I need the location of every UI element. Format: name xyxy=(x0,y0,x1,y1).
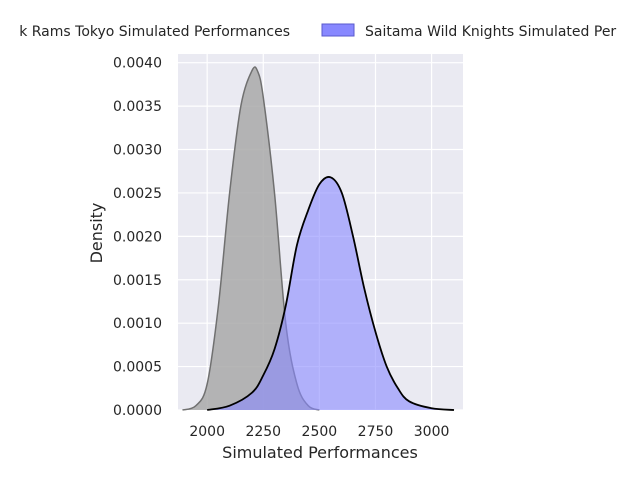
x-axis-label: Simulated Performances xyxy=(222,443,418,462)
x-axis-ticks: 2000 2250 2500 2750 3000 xyxy=(189,424,449,440)
y-tick-label: 0.0010 xyxy=(113,316,162,332)
y-tick-label: 0.0000 xyxy=(113,403,162,419)
x-tick-label: 2000 xyxy=(189,424,225,440)
legend-label-saitama: Saitama Wild Knights Simulated Per xyxy=(365,24,616,40)
y-tick-label: 0.0020 xyxy=(113,229,162,245)
y-axis-label: Density xyxy=(87,203,106,264)
x-tick-label: 3000 xyxy=(414,424,450,440)
y-tick-label: 0.0030 xyxy=(113,143,162,159)
legend-label-black-rams: k Rams Tokyo Simulated Performances xyxy=(19,24,290,40)
density-areas xyxy=(182,66,455,411)
density-area-1 xyxy=(207,176,455,410)
y-tick-label: 0.0025 xyxy=(113,186,162,202)
x-tick-label: 2250 xyxy=(245,424,281,440)
x-tick-label: 2500 xyxy=(302,424,338,440)
y-tick-label: 0.0035 xyxy=(113,99,162,115)
y-tick-label: 0.0015 xyxy=(113,273,162,289)
x-tick-label: 2750 xyxy=(358,424,394,440)
y-axis-ticks: 0.0000 0.0005 0.0010 0.0015 0.0020 0.0025 0.00… xyxy=(113,56,162,419)
density-line-1 xyxy=(207,176,455,411)
legend: k Rams Tokyo Simulated Performances Sait… xyxy=(19,23,616,40)
legend-swatch-saitama xyxy=(321,23,355,37)
y-tick-label: 0.0040 xyxy=(113,56,162,72)
y-tick-label: 0.0005 xyxy=(113,360,162,376)
